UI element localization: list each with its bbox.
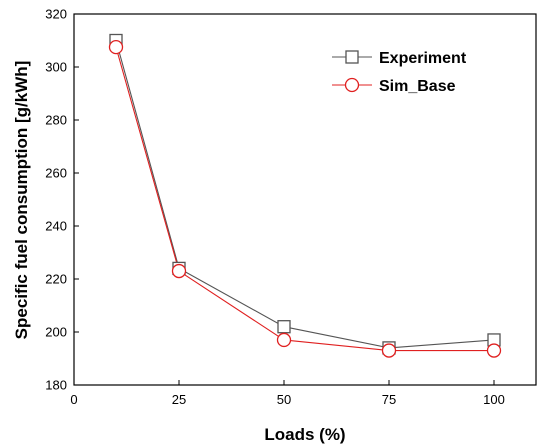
data-point-1-3 bbox=[381, 343, 397, 358]
y-tick-label: 220 bbox=[45, 272, 67, 287]
y-tick-label: 280 bbox=[45, 113, 67, 128]
y-tick-label: 320 bbox=[45, 7, 67, 22]
series-markers bbox=[108, 33, 502, 358]
legend-label-0: Experiment bbox=[379, 50, 467, 67]
legend: Experiment Sim_Base bbox=[332, 50, 467, 95]
data-point-1-1 bbox=[171, 263, 187, 279]
y-tick-label: 260 bbox=[45, 166, 67, 181]
x-tick-label: 50 bbox=[277, 392, 291, 407]
x-tick-label: 0 bbox=[70, 392, 77, 407]
x-axis-title: Loads (%) bbox=[264, 425, 345, 444]
y-tick-label: 240 bbox=[45, 219, 67, 234]
x-tick-label: 75 bbox=[382, 392, 396, 407]
legend-marker-0 bbox=[345, 50, 359, 64]
data-point-1-0 bbox=[108, 39, 124, 55]
x-tick-label: 25 bbox=[172, 392, 186, 407]
plot-frame bbox=[73, 13, 537, 386]
legend-label-1: Sim_Base bbox=[379, 78, 456, 95]
axis-ticks: 0 25 50 75 100 180 200 220 240 260 280 300 320 bbox=[45, 7, 505, 408]
x-tick-label: 100 bbox=[483, 392, 505, 407]
y-tick-label: 180 bbox=[45, 378, 67, 393]
data-point-1-2 bbox=[276, 332, 292, 348]
y-axis-title: Specific fuel consumption [g/kWh] bbox=[12, 61, 31, 340]
data-point-0-2 bbox=[277, 320, 291, 334]
data-point-1-4 bbox=[486, 343, 502, 358]
legend-marker-1 bbox=[344, 77, 360, 93]
y-tick-label: 300 bbox=[45, 60, 67, 75]
y-tick-label: 200 bbox=[45, 325, 67, 340]
